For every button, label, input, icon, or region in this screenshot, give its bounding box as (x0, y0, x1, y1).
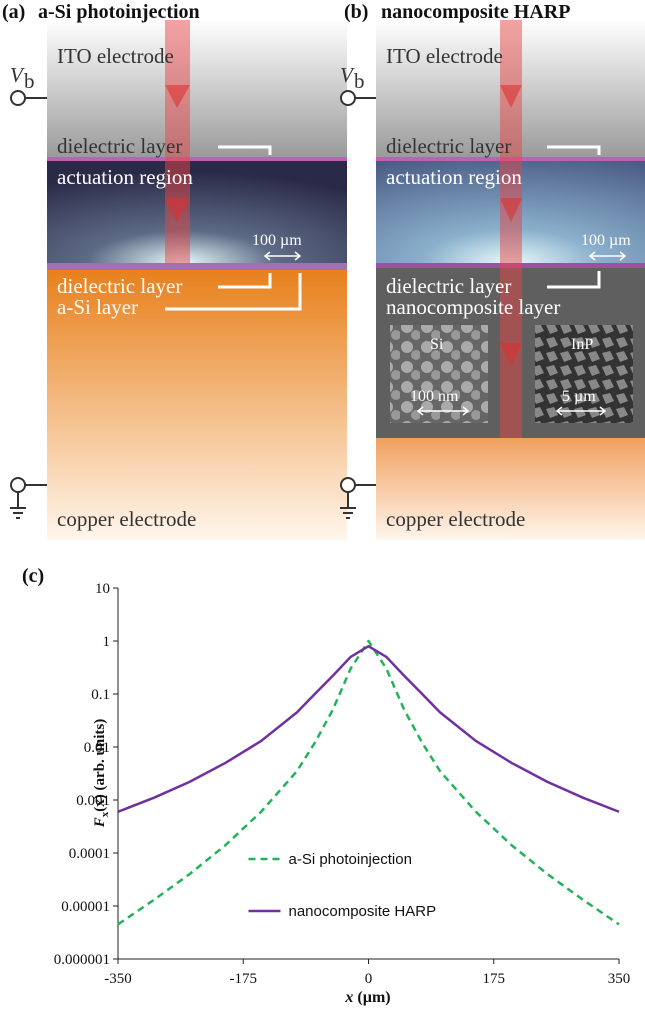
panel-a: (a) a-Si photoinjection ITO electrode V … (2, 1, 347, 540)
chart: (c) Fx(x) (arb. units) x (µm) 0.000001 0.… (22, 565, 630, 1006)
y-label-part: F (92, 817, 108, 828)
panel-title: nanocomposite HARP (381, 1, 570, 23)
label: b (24, 69, 35, 93)
panel-label: (a) (2, 1, 25, 23)
terminal (341, 478, 355, 492)
inset-scale: 5 µm (562, 388, 596, 405)
x-tick-label: 350 (608, 971, 631, 987)
series-line (118, 646, 619, 812)
y-tick-label: 0.001 (76, 793, 110, 809)
x-axis-label: x (µm) (344, 989, 390, 1006)
label: V (10, 63, 25, 87)
inset-scale: 100 nm (410, 388, 459, 405)
figure: (a) a-Si photoinjection ITO electrode V … (0, 0, 645, 1010)
x-label-part: x (344, 989, 353, 1006)
legend-label: a-Si photoinjection (289, 851, 412, 868)
dielectric (47, 263, 347, 270)
y-tick-label: 1 (103, 634, 111, 650)
y-tick-label: 0.00001 (61, 899, 110, 915)
panel-label: (c) (22, 565, 44, 587)
x-tick-label: -350 (104, 971, 132, 987)
x-tick-label: 0 (365, 971, 373, 987)
x-tick-label: -175 (230, 971, 258, 987)
panel-title: a-Si photoinjection (38, 1, 200, 23)
y-tick-label: 10 (95, 581, 110, 597)
y-axis-label: Fx(x) (arb. units) (92, 719, 111, 828)
label: copper electrode (57, 507, 196, 531)
series-line (118, 641, 619, 924)
label: actuation region (57, 165, 193, 189)
y-tick-label: 0.01 (84, 740, 110, 756)
panel-b: (b) nanocomposite HARP ITO electrode V b… (340, 1, 645, 540)
label: a-Si layer (57, 295, 138, 319)
label: b (354, 69, 365, 93)
scale-label: 100 µm (252, 232, 302, 249)
label: V (340, 63, 355, 87)
panel-label: (b) (344, 1, 368, 23)
label: dielectric layer (386, 134, 511, 158)
label: nanocomposite layer (386, 295, 560, 319)
light-beam (500, 20, 522, 438)
inset-label: Si (430, 336, 444, 353)
inset-label: InP (571, 336, 593, 353)
label: dielectric layer (57, 134, 182, 158)
label: ITO electrode (57, 44, 174, 68)
y-tick-label: 0.0001 (69, 846, 110, 862)
scale-label: 100 µm (581, 232, 631, 249)
terminal (11, 91, 25, 105)
label: actuation region (386, 165, 522, 189)
y-tick-label: 0.000001 (54, 952, 110, 968)
x-label-part: (µm) (357, 989, 390, 1006)
label: ITO electrode (386, 44, 503, 68)
label: copper electrode (386, 507, 525, 531)
x-tick-label: 175 (483, 971, 506, 987)
terminal (11, 478, 25, 492)
legend-label: nanocomposite HARP (289, 903, 437, 920)
y-tick-label: 0.1 (91, 687, 110, 703)
terminal (341, 91, 355, 105)
